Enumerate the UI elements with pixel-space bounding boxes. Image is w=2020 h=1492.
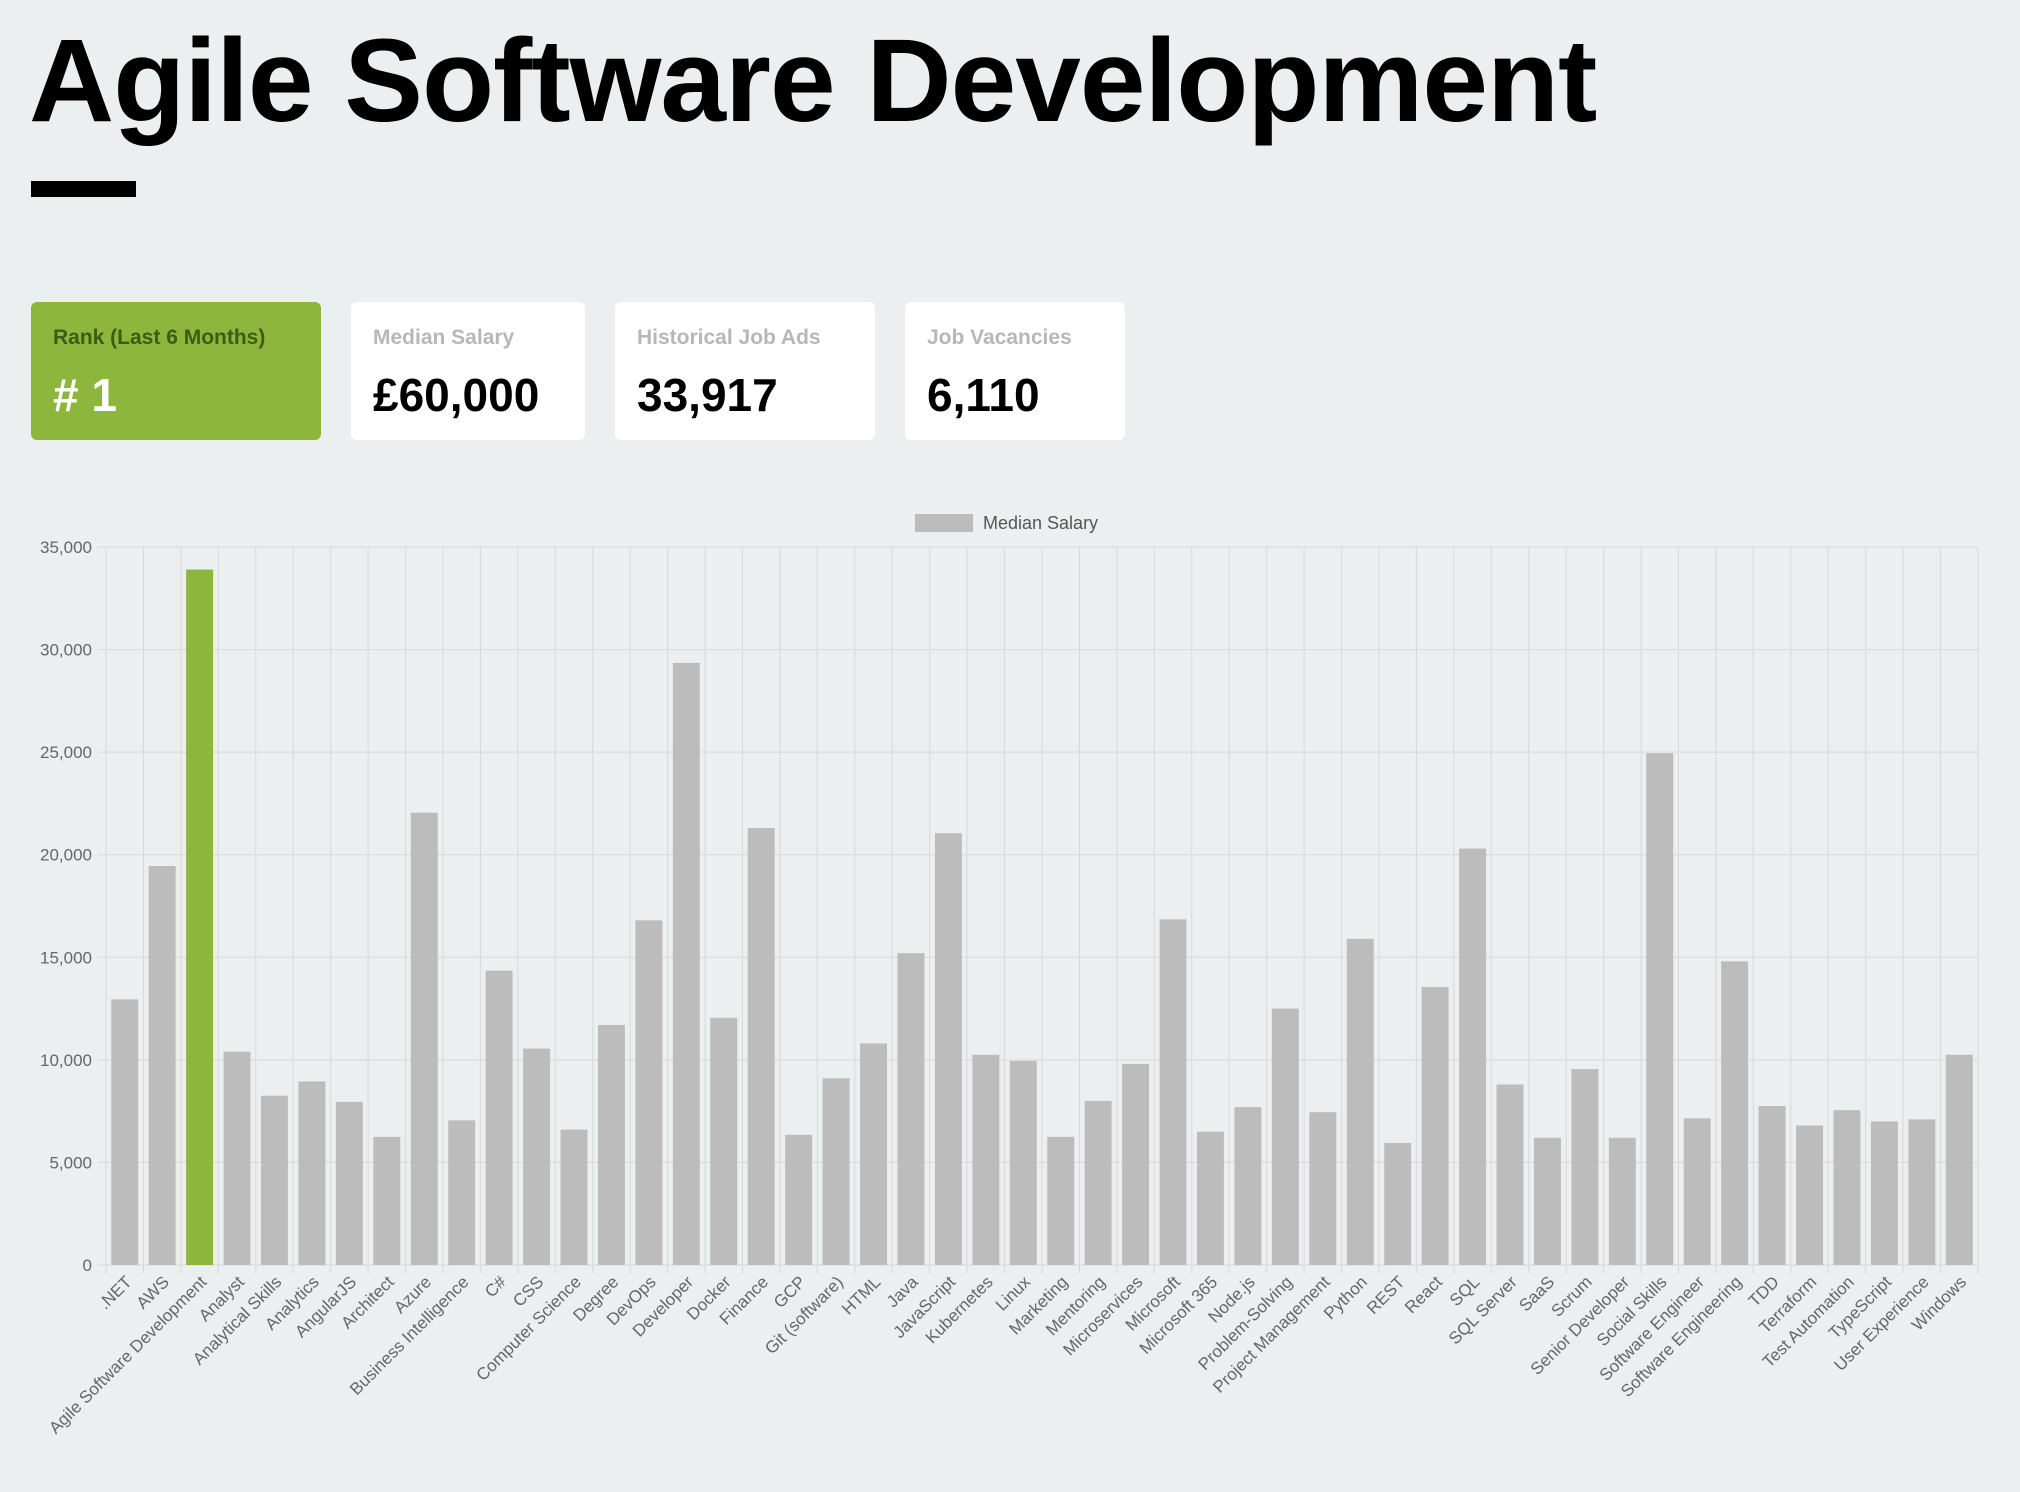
y-tick-label: 20,000 (40, 846, 92, 865)
x-tick-label: HTML (838, 1272, 884, 1318)
bar (785, 1134, 813, 1265)
y-tick-label: 5,000 (49, 1153, 92, 1172)
bar (1421, 987, 1449, 1265)
bar (448, 1120, 476, 1265)
bar (560, 1129, 588, 1265)
bar (1234, 1107, 1262, 1265)
bar (1683, 1118, 1711, 1265)
bar-highlight (186, 569, 214, 1265)
bar (298, 1081, 326, 1265)
bar (1608, 1137, 1636, 1265)
job-vacancies-card-label: Job Vacancies (927, 326, 1072, 349)
bar (1084, 1100, 1112, 1265)
x-tick-label: REST (1363, 1272, 1408, 1317)
job-vacancies-card: Job Vacancies 6,110 (905, 302, 1125, 440)
bar (710, 1017, 738, 1265)
bar (1870, 1121, 1898, 1265)
bar (822, 1078, 850, 1265)
bar (1122, 1063, 1150, 1265)
bar (1159, 919, 1187, 1265)
historical-job-ads-card-label: Historical Job Ads (637, 326, 821, 349)
bar (1384, 1142, 1412, 1265)
page-title: Agile Software Development (29, 15, 1597, 147)
bar (972, 1054, 1000, 1265)
bar (1271, 1008, 1299, 1265)
bar (111, 999, 139, 1265)
legend-swatch (915, 514, 973, 532)
historical-job-ads-card: Historical Job Ads 33,917 (615, 302, 875, 440)
x-tick-label: SQL Server (1445, 1272, 1521, 1348)
bar (148, 865, 176, 1265)
y-tick-label: 35,000 (40, 538, 92, 557)
bar (1047, 1136, 1075, 1265)
bar (261, 1095, 288, 1265)
bar (897, 953, 925, 1265)
y-tick-label: 15,000 (40, 948, 92, 967)
title-underline (31, 181, 136, 197)
bar (485, 970, 513, 1265)
bar (635, 920, 663, 1265)
y-tick-label: 10,000 (40, 1051, 92, 1070)
bar (1796, 1125, 1823, 1265)
y-tick-label: 30,000 (40, 641, 92, 660)
x-tick-label: Agile Software Development (45, 1272, 210, 1437)
y-tick-label: 0 (83, 1256, 92, 1275)
bar (1533, 1137, 1561, 1265)
bar (373, 1136, 401, 1265)
bar (934, 833, 962, 1265)
bar (860, 1043, 887, 1265)
bar (672, 662, 700, 1265)
x-tick-label: Python (1320, 1272, 1371, 1323)
bar (1908, 1119, 1936, 1265)
bar (1496, 1084, 1524, 1265)
bar (1833, 1110, 1861, 1265)
legend-label: Median Salary (983, 513, 1098, 533)
job-vacancies-card-value: 6,110 (927, 369, 1040, 421)
median-salary-card-label: Median Salary (373, 326, 515, 349)
median-salary-card-value: £60,000 (373, 369, 540, 421)
bar (1945, 1054, 1973, 1265)
x-tick-label: C# (481, 1272, 510, 1301)
bar (523, 1048, 551, 1265)
x-tick-label: React (1401, 1272, 1446, 1317)
bar (335, 1101, 363, 1265)
bar (223, 1051, 251, 1265)
bar (1571, 1069, 1599, 1265)
median-salary-card: Median Salary £60,000 (351, 302, 585, 440)
bar (1009, 1060, 1037, 1265)
bar (1346, 938, 1374, 1265)
bar (597, 1024, 625, 1265)
y-tick-label: 25,000 (40, 743, 92, 762)
rank-card: Rank (Last 6 Months) # 1 (31, 302, 321, 440)
bar (410, 812, 438, 1265)
bar (1197, 1131, 1224, 1265)
x-tick-label: .NET (95, 1272, 136, 1313)
bar (1309, 1112, 1337, 1265)
bar (1758, 1106, 1786, 1265)
bar (747, 828, 775, 1265)
bar (1646, 753, 1674, 1265)
rank-card-value: # 1 (53, 369, 117, 421)
bar (1459, 848, 1487, 1265)
bar (1721, 961, 1749, 1265)
historical-job-ads-card-value: 33,917 (637, 369, 778, 421)
rank-card-label: Rank (Last 6 Months) (53, 326, 266, 349)
